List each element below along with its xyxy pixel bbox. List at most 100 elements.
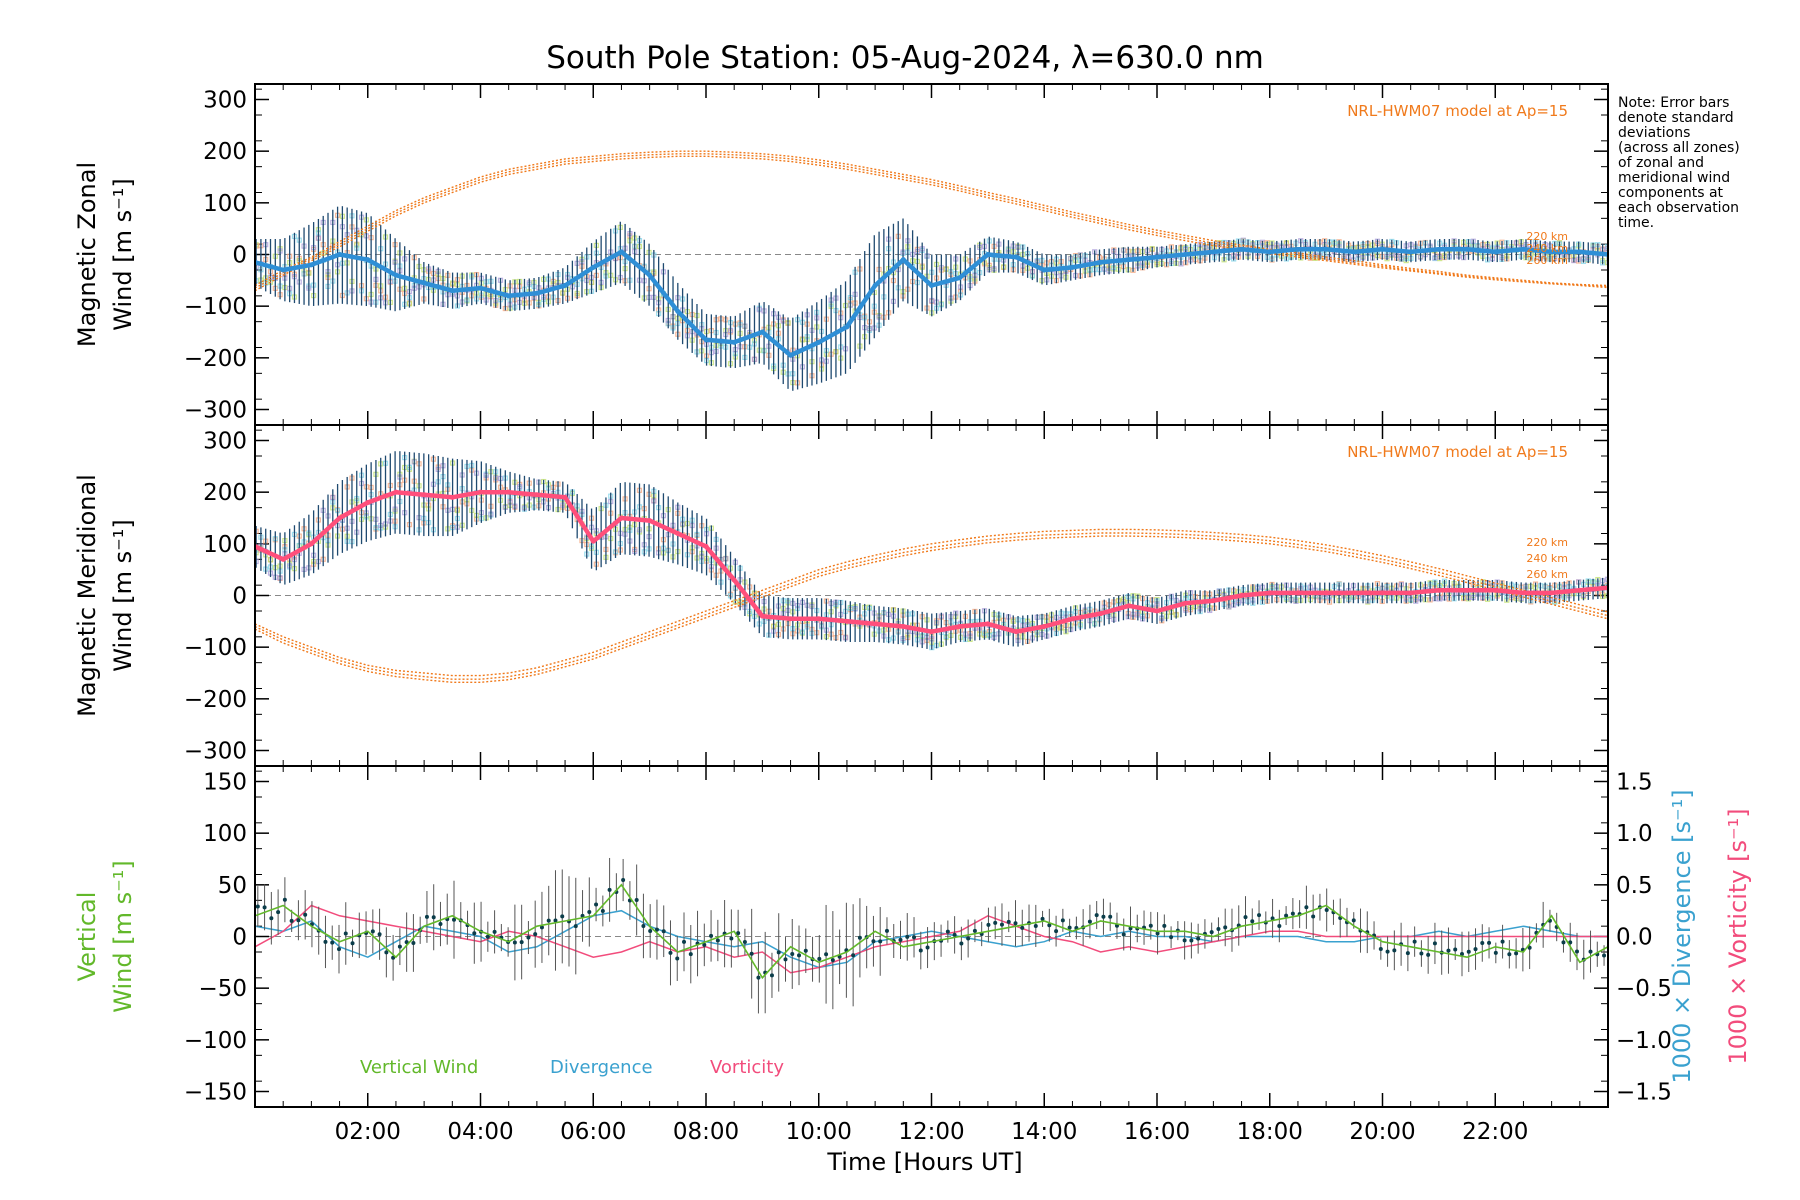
vertical-point — [1155, 931, 1160, 936]
vertical-point — [972, 928, 977, 933]
note-line: time. — [1618, 215, 1654, 231]
y-tick-label: −200 — [184, 346, 247, 372]
mean-wind-point — [1408, 249, 1414, 255]
y-tick-label: −300 — [184, 398, 247, 424]
vertical-point — [641, 923, 646, 928]
mean-wind-point — [256, 544, 258, 549]
zonal-wind-panel: 300 200 100 0 −100 −200 −300 Magnetic Zonal Wind… — [73, 83, 1609, 426]
y-tick-label: 300 — [203, 88, 247, 114]
mean-wind-point — [1436, 246, 1442, 252]
vertical-point — [1446, 948, 1451, 953]
model-height-label: 240 km — [1526, 242, 1568, 255]
vertical-point — [851, 953, 856, 958]
y-axis-label-line: Vertical — [73, 892, 101, 982]
mean-wind-point — [1267, 249, 1273, 255]
y-tick-label: 100 — [203, 821, 247, 847]
vertical-point — [343, 931, 348, 936]
vertical-point — [1006, 919, 1011, 924]
vertical-point — [1574, 949, 1579, 954]
mean-wind-point — [816, 339, 822, 345]
x-tick-label: 02:00 — [335, 1119, 401, 1145]
mean-wind-point — [337, 252, 343, 257]
mean-wind-point — [703, 337, 709, 343]
vertical-point — [675, 956, 680, 961]
y-axis-label: Vertical Wind [m s⁻¹] — [73, 860, 137, 1012]
x-tick-label: 04:00 — [447, 1119, 513, 1145]
y-tick-label: 300 — [203, 429, 247, 455]
mean-wind-point — [393, 272, 399, 278]
vertical-point — [702, 942, 707, 947]
plot-area — [256, 150, 1607, 391]
y2-tick-label: −1.0 — [1616, 1028, 1672, 1054]
vertical-point — [1324, 908, 1329, 913]
mean-wind-point — [1380, 246, 1385, 252]
mean-wind-point — [985, 252, 991, 257]
y-axis-label-line: Wind [m s⁻¹] — [109, 519, 137, 671]
mean-wind-point — [788, 352, 794, 358]
note-line: components at — [1618, 185, 1724, 201]
vertical-point — [884, 928, 889, 933]
mean-wind-point — [1295, 590, 1301, 596]
vertical-point — [546, 918, 551, 923]
vertical-point — [715, 938, 720, 943]
vertical-point — [256, 904, 260, 909]
vertical-point — [742, 940, 747, 945]
mean-wind-point — [1549, 249, 1555, 255]
vertical-point — [1189, 938, 1194, 943]
vertical-point — [824, 952, 829, 957]
mean-wind-point — [759, 329, 765, 335]
vertical-point — [1426, 952, 1431, 957]
vertical-point — [999, 922, 1004, 927]
y2-tick-label: 1.0 — [1616, 821, 1653, 847]
vertical-point — [878, 939, 883, 944]
mean-wind-point — [280, 267, 286, 273]
vertical-point — [945, 929, 950, 934]
mean-wind-point — [421, 492, 427, 498]
vertical-point — [1047, 923, 1052, 928]
mean-wind-point — [1154, 254, 1160, 260]
vertical-point — [397, 944, 402, 949]
vertical-point — [303, 912, 308, 917]
mean-wind-point — [1464, 246, 1470, 252]
scatter-point — [1604, 576, 1607, 582]
vertical-point — [1432, 941, 1437, 946]
mean-wind-point — [280, 556, 286, 562]
vertical-point — [959, 941, 964, 946]
vertical-point — [269, 916, 274, 921]
vertical-point — [1304, 905, 1309, 910]
vertical-point — [1527, 945, 1532, 950]
x-tick-label: 22:00 — [1462, 1119, 1528, 1145]
vertical-point — [1196, 936, 1201, 941]
mean-wind-point — [1210, 598, 1216, 604]
mean-wind-point — [1126, 603, 1132, 609]
vertical-point — [1148, 923, 1153, 928]
vertical-point — [526, 935, 531, 940]
vertical-point — [377, 932, 382, 937]
x-tick-label: 06:00 — [560, 1119, 626, 1145]
vertical-point — [769, 973, 774, 978]
vertical-point — [587, 909, 592, 914]
vertical-point — [289, 918, 294, 923]
mean-wind-point — [308, 541, 314, 547]
vertical-point — [1466, 949, 1471, 954]
y-tick-label: −200 — [184, 687, 247, 713]
mean-wind-point — [647, 272, 653, 278]
vertical-point — [817, 956, 822, 961]
scatter-point — [1604, 246, 1607, 252]
mean-wind-point — [478, 285, 483, 291]
vertical-point — [262, 905, 267, 910]
vertical-point — [330, 940, 335, 945]
y-tick-label: −100 — [184, 294, 247, 320]
vertical-point — [485, 934, 490, 939]
y-tick-label: 0 — [232, 243, 247, 269]
vertical-point — [384, 950, 389, 955]
x-tick-label: 14:00 — [1011, 1119, 1077, 1145]
mean-wind-point — [1464, 587, 1470, 593]
mean-wind-point — [1069, 264, 1075, 270]
vertical-point — [1459, 951, 1464, 956]
vertical-point — [1392, 948, 1397, 953]
model-curve — [256, 153, 1607, 289]
vertical-point — [918, 948, 923, 953]
mean-wind-point — [1210, 249, 1216, 255]
vertical-point — [1568, 940, 1573, 945]
